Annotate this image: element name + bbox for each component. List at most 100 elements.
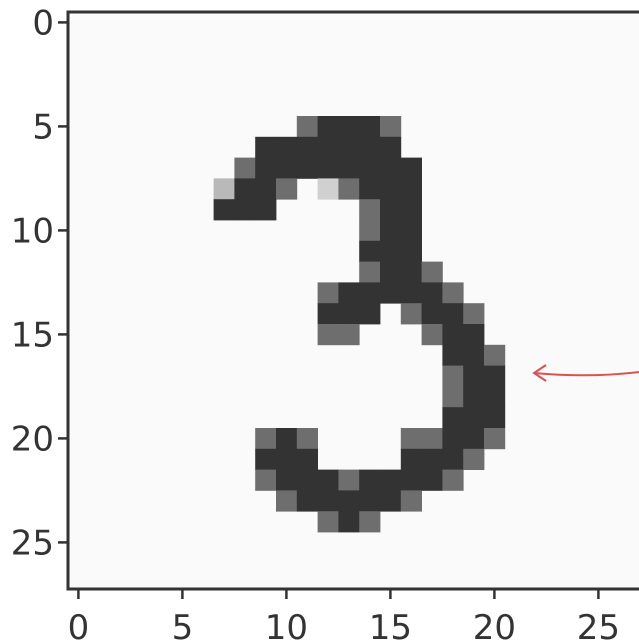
y-ticks: 0 5 10 15 20 25: [11, 3, 68, 563]
pixel-cell: [421, 282, 443, 304]
pixel-cell: [359, 303, 381, 325]
pixel-cell: [338, 324, 360, 346]
x-tick-label: 20: [473, 608, 516, 644]
y-tick-label: 15: [11, 315, 54, 355]
pixel-cell: [380, 261, 402, 283]
y-tick-label: 10: [11, 211, 54, 251]
pixel-cell: [317, 136, 339, 158]
pixel-cell: [359, 240, 381, 262]
pixel-cell: [359, 490, 381, 512]
pixel-cell: [317, 282, 339, 304]
y-tick-label: 20: [11, 419, 54, 459]
pixel-cell: [463, 448, 485, 470]
pixel-cell: [317, 116, 339, 138]
pixel-cell: [317, 469, 339, 491]
pixel-cell: [380, 469, 402, 491]
pixel-cell: [400, 261, 422, 283]
pixel-cell: [442, 344, 464, 366]
pixel-cell: [276, 178, 298, 200]
pixel-cell: [276, 157, 298, 179]
pixel-cell: [421, 428, 443, 450]
pixel-cell: [484, 344, 506, 366]
pixel-cell: [317, 324, 339, 346]
pixel-cell: [442, 324, 464, 346]
pixel-cell: [359, 136, 381, 158]
pixel-cell: [276, 490, 298, 512]
pixel-cell: [338, 469, 360, 491]
pixel-cell: [317, 490, 339, 512]
pixel-cell: [442, 303, 464, 325]
pixel-cell: [234, 157, 256, 179]
pixel-cell: [421, 324, 443, 346]
pixel-cell: [255, 178, 277, 200]
pixel-cell: [380, 136, 402, 158]
x-tick-label: 0: [68, 608, 90, 644]
pixel-cell: [400, 303, 422, 325]
pixel-cell: [359, 199, 381, 221]
pixel-cell: [442, 386, 464, 408]
pixel-cell: [255, 428, 277, 450]
pixel-cell: [317, 178, 339, 200]
pixel-cell: [400, 178, 422, 200]
pixel-cell: [276, 448, 298, 470]
pixel-cell: [484, 428, 506, 450]
arrow-shaft: [533, 371, 639, 377]
pixel-cell: [255, 136, 277, 158]
pixel-cell: [359, 116, 381, 138]
pixel-cell: [380, 220, 402, 242]
pixel-cell: [380, 157, 402, 179]
pixel-cell: [234, 199, 256, 221]
pixel-cell: [484, 407, 506, 429]
pixel-cell: [338, 282, 360, 304]
pixel-cell: [338, 490, 360, 512]
pixel-cell: [255, 469, 277, 491]
pixel-cell: [463, 365, 485, 387]
arrow-annotation: [532, 364, 639, 382]
pixel-cell: [442, 428, 464, 450]
pixel-cell: [338, 511, 360, 533]
pixel-cell: [400, 490, 422, 512]
x-tick-label: 15: [369, 608, 412, 644]
pixel-cell: [296, 116, 318, 138]
x-ticks: 0 5 10 15 20 25: [68, 589, 620, 644]
axes: [66, 10, 639, 591]
pixel-cell: [255, 448, 277, 470]
x-tick-label: 25: [577, 608, 620, 644]
pixel-cell: [421, 303, 443, 325]
x-tick-label: 10: [265, 608, 308, 644]
pixel-cell: [338, 116, 360, 138]
pixel-cell: [442, 365, 464, 387]
y-tick-label: 0: [32, 3, 54, 43]
pixel-cell: [359, 261, 381, 283]
pixel-cell: [400, 220, 422, 242]
pixel-cell: [359, 511, 381, 533]
pixel-cell: [380, 178, 402, 200]
pixel-cell: [463, 407, 485, 429]
pixel-cell: [255, 157, 277, 179]
pixel-cell: [276, 428, 298, 450]
pixel-cell: [317, 511, 339, 533]
pixel-cell: [442, 448, 464, 470]
pixel-cell: [400, 282, 422, 304]
pixel-cell: [359, 157, 381, 179]
pixel-cell: [380, 199, 402, 221]
y-tick-label: 5: [32, 107, 54, 147]
pixel-cell: [213, 178, 235, 200]
y-tick-label: 25: [11, 523, 54, 563]
pixel-cell: [276, 136, 298, 158]
pixel-cell: [421, 448, 443, 470]
pixel-cell: [400, 157, 422, 179]
pixel-cell: [442, 469, 464, 491]
pixel-cell: [234, 178, 256, 200]
pixel-cell: [380, 116, 402, 138]
pixel-cell: [380, 490, 402, 512]
pixel-cell: [463, 428, 485, 450]
pixel-cell: [484, 386, 506, 408]
pixel-cell: [442, 282, 464, 304]
pixel-cell: [296, 157, 318, 179]
pixel-cell: [338, 157, 360, 179]
pixel-cell: [359, 220, 381, 242]
pixel-cell: [296, 469, 318, 491]
pixel-cell: [421, 469, 443, 491]
